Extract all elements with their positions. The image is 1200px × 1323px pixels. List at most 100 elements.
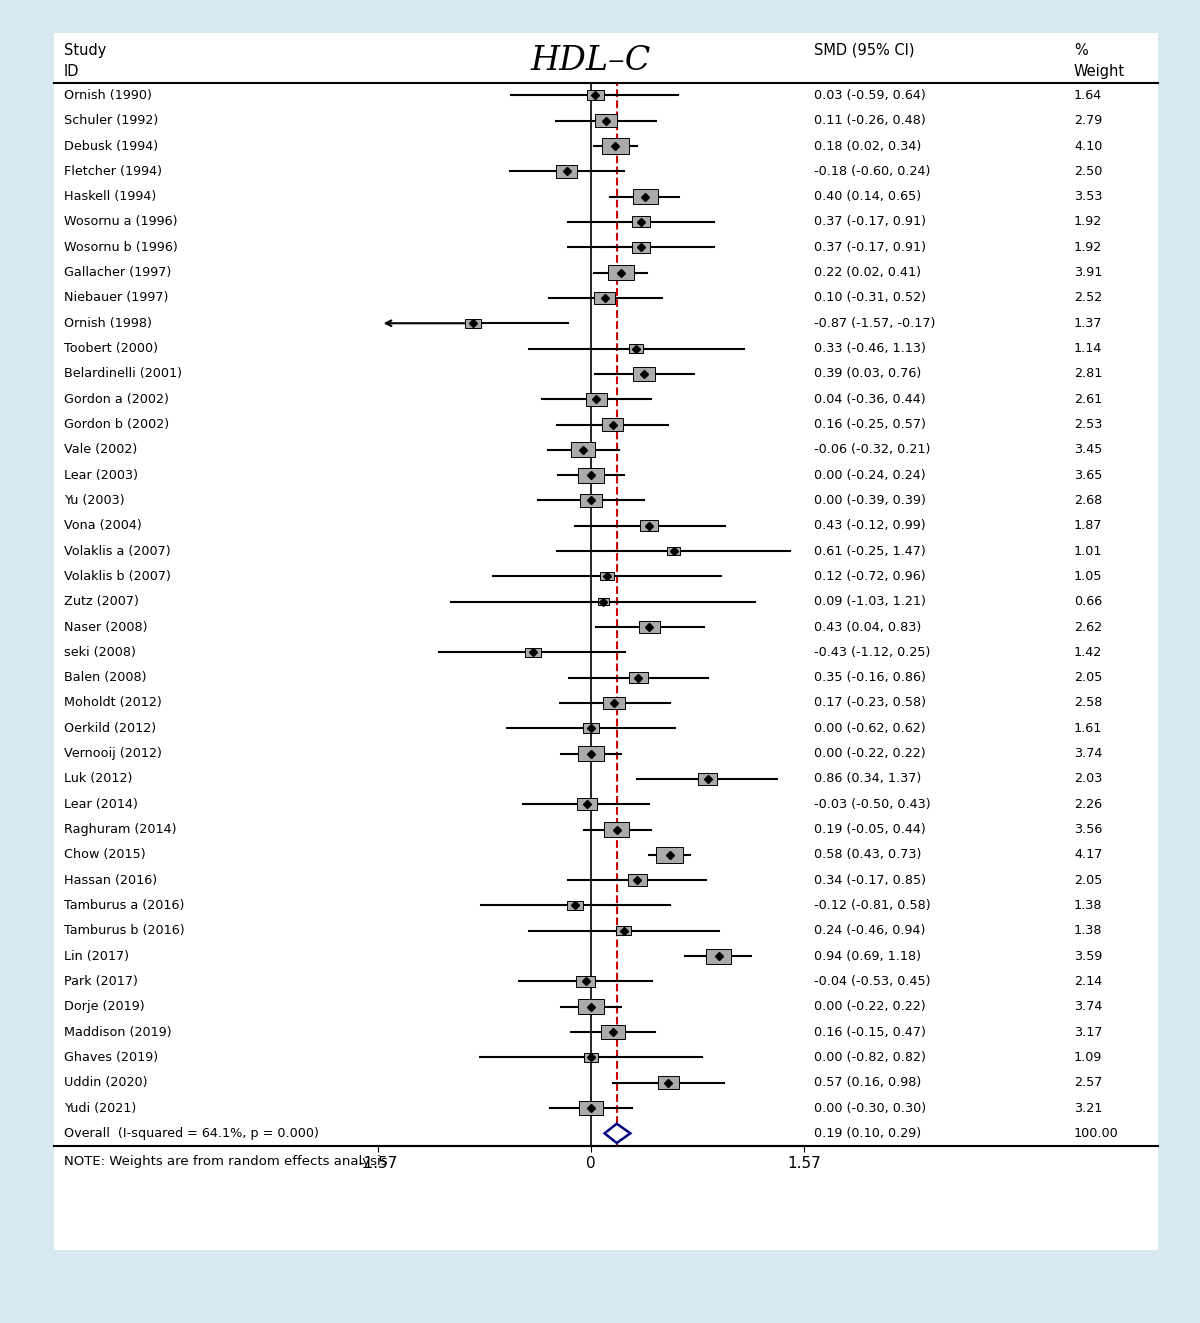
Bar xyxy=(576,975,595,987)
Text: 3.21: 3.21 xyxy=(1074,1102,1103,1114)
Bar xyxy=(580,1101,602,1115)
Text: 0.12 (-0.72, 0.96): 0.12 (-0.72, 0.96) xyxy=(814,570,925,583)
Text: 2.61: 2.61 xyxy=(1074,393,1103,406)
Text: 0.37 (-0.17, 0.91): 0.37 (-0.17, 0.91) xyxy=(814,216,925,229)
Text: Balen (2008): Balen (2008) xyxy=(64,671,146,684)
Text: 3.45: 3.45 xyxy=(1074,443,1103,456)
Text: -0.03 (-0.50, 0.43): -0.03 (-0.50, 0.43) xyxy=(814,798,930,811)
Bar xyxy=(632,217,650,228)
Text: Luk (2012): Luk (2012) xyxy=(64,773,132,786)
Text: 0.33 (-0.46, 1.13): 0.33 (-0.46, 1.13) xyxy=(814,343,925,355)
Bar xyxy=(556,165,577,177)
Text: 1.64: 1.64 xyxy=(1074,89,1103,102)
Bar xyxy=(641,520,659,532)
Text: 3.65: 3.65 xyxy=(1074,468,1103,482)
Text: SMD (95% CI): SMD (95% CI) xyxy=(814,42,914,58)
Text: 2.05: 2.05 xyxy=(1074,671,1103,684)
Bar xyxy=(602,418,623,431)
Text: 2.57: 2.57 xyxy=(1074,1076,1103,1089)
Text: Chow (2015): Chow (2015) xyxy=(64,848,145,861)
Bar xyxy=(605,822,629,837)
Text: 0.19 (0.10, 0.29): 0.19 (0.10, 0.29) xyxy=(814,1127,920,1140)
Text: 3.59: 3.59 xyxy=(1074,950,1103,963)
Text: 2.58: 2.58 xyxy=(1074,696,1103,709)
Text: Yudi (2021): Yudi (2021) xyxy=(64,1102,136,1114)
Text: Gordon a (2002): Gordon a (2002) xyxy=(64,393,168,406)
Text: 0.94 (0.69, 1.18): 0.94 (0.69, 1.18) xyxy=(814,950,920,963)
Text: Oerkild (2012): Oerkild (2012) xyxy=(64,722,156,734)
Text: Vale (2002): Vale (2002) xyxy=(64,443,137,456)
Bar xyxy=(586,393,607,406)
Bar xyxy=(598,598,608,605)
Text: 0.19 (-0.05, 0.44): 0.19 (-0.05, 0.44) xyxy=(814,823,925,836)
Text: Weight: Weight xyxy=(1074,65,1126,79)
Text: Moholdt (2012): Moholdt (2012) xyxy=(64,696,161,709)
Bar xyxy=(600,573,614,581)
Text: Fletcher (1994): Fletcher (1994) xyxy=(64,165,162,177)
Text: 0.10 (-0.31, 0.52): 0.10 (-0.31, 0.52) xyxy=(814,291,925,304)
Text: Lin (2017): Lin (2017) xyxy=(64,950,128,963)
Text: Gordon b (2002): Gordon b (2002) xyxy=(64,418,169,431)
Bar xyxy=(616,926,631,935)
Bar xyxy=(524,648,540,658)
Text: 100.00: 100.00 xyxy=(1074,1127,1118,1140)
Bar xyxy=(602,138,629,153)
Text: 0.00 (-0.39, 0.39): 0.00 (-0.39, 0.39) xyxy=(814,493,925,507)
Text: 0.00 (-0.82, 0.82): 0.00 (-0.82, 0.82) xyxy=(814,1050,925,1064)
Text: 3.56: 3.56 xyxy=(1074,823,1103,836)
Text: 2.26: 2.26 xyxy=(1074,798,1102,811)
Bar xyxy=(584,1053,598,1061)
Text: 2.05: 2.05 xyxy=(1074,873,1103,886)
Bar xyxy=(632,368,655,381)
Text: -0.18 (-0.60, 0.24): -0.18 (-0.60, 0.24) xyxy=(814,165,930,177)
Text: Volaklis b (2007): Volaklis b (2007) xyxy=(64,570,170,583)
Text: Debusk (1994): Debusk (1994) xyxy=(64,139,157,152)
Text: 0.66: 0.66 xyxy=(1074,595,1103,609)
Text: Gallacher (1997): Gallacher (1997) xyxy=(64,266,170,279)
Text: -0.87 (-1.57, -0.17): -0.87 (-1.57, -0.17) xyxy=(814,316,935,329)
Text: Maddison (2019): Maddison (2019) xyxy=(64,1025,172,1039)
Text: 2.81: 2.81 xyxy=(1074,368,1103,381)
Text: 1.01: 1.01 xyxy=(1074,545,1103,557)
Text: 0.57 (0.16, 0.98): 0.57 (0.16, 0.98) xyxy=(814,1076,920,1089)
Text: ID: ID xyxy=(64,65,79,79)
Text: 0.24 (-0.46, 0.94): 0.24 (-0.46, 0.94) xyxy=(814,925,925,937)
Text: Hassan (2016): Hassan (2016) xyxy=(64,873,157,886)
Bar xyxy=(629,344,643,353)
Text: Volaklis a (2007): Volaklis a (2007) xyxy=(64,545,170,557)
Text: 1.05: 1.05 xyxy=(1074,570,1103,583)
Text: 1.42: 1.42 xyxy=(1074,646,1103,659)
Text: 4.17: 4.17 xyxy=(1074,848,1103,861)
Text: 0.58 (0.43, 0.73): 0.58 (0.43, 0.73) xyxy=(814,848,920,861)
Text: Uddin (2020): Uddin (2020) xyxy=(64,1076,148,1089)
Text: 3.74: 3.74 xyxy=(1074,1000,1103,1013)
Text: 2.50: 2.50 xyxy=(1074,165,1103,177)
Text: 3.91: 3.91 xyxy=(1074,266,1103,279)
Text: Raghuram (2014): Raghuram (2014) xyxy=(64,823,176,836)
Text: 1.38: 1.38 xyxy=(1074,925,1103,937)
Text: Ornish (1998): Ornish (1998) xyxy=(64,316,151,329)
Text: 3.74: 3.74 xyxy=(1074,747,1103,761)
Text: Ghaves (2019): Ghaves (2019) xyxy=(64,1050,157,1064)
Text: 0.04 (-0.36, 0.44): 0.04 (-0.36, 0.44) xyxy=(814,393,925,406)
Text: Haskell (1994): Haskell (1994) xyxy=(64,191,156,204)
Text: 0.16 (-0.15, 0.47): 0.16 (-0.15, 0.47) xyxy=(814,1025,925,1039)
Bar xyxy=(667,548,680,556)
Text: 0.00 (-0.22, 0.22): 0.00 (-0.22, 0.22) xyxy=(814,747,925,761)
Text: Tamburus b (2016): Tamburus b (2016) xyxy=(64,925,185,937)
Bar xyxy=(594,291,616,304)
Bar xyxy=(578,999,604,1015)
Bar xyxy=(601,1025,624,1039)
Text: 0.34 (-0.17, 0.85): 0.34 (-0.17, 0.85) xyxy=(814,873,925,886)
Text: HDL–C: HDL–C xyxy=(530,45,652,77)
Bar xyxy=(698,773,718,785)
Text: Toobert (2000): Toobert (2000) xyxy=(64,343,157,355)
Text: Study: Study xyxy=(64,42,106,58)
Bar xyxy=(607,265,634,280)
Text: Belardinelli (2001): Belardinelli (2001) xyxy=(64,368,181,381)
Bar xyxy=(578,467,604,483)
Text: 1.38: 1.38 xyxy=(1074,900,1103,912)
Text: Ornish (1990): Ornish (1990) xyxy=(64,89,151,102)
Bar xyxy=(628,875,647,886)
Bar xyxy=(587,90,604,101)
